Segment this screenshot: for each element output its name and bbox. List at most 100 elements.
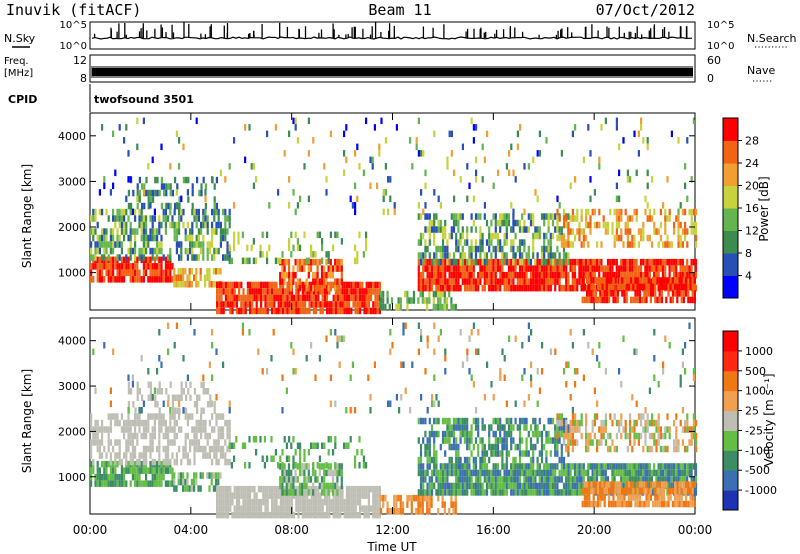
echo-cell [204,426,207,433]
echo-cell [582,278,585,285]
echo-cell [472,258,475,266]
echo-cell [601,494,604,501]
echo-cell [521,226,524,233]
echo-cell [627,500,630,508]
echo-cell [202,234,205,242]
echo-cell [318,482,321,490]
echo-cell [98,439,101,446]
echo-cell [220,294,223,302]
echo-cell [634,296,637,304]
echo-cell [163,189,166,197]
echo-cell [326,498,329,506]
echo-cell [197,208,200,216]
echo-cell [246,492,249,499]
echo-cell [625,283,628,291]
echo-cell [637,130,640,138]
echo-cell [650,469,654,477]
echo-cell [242,505,245,512]
echo-cell [422,252,425,259]
echo-cell [545,137,548,144]
echo-cell [441,245,445,253]
echo-cell [521,278,524,285]
echo-cell [532,469,535,477]
echo-cell [606,265,610,272]
echo-cell [211,228,214,235]
echo-cell [294,271,297,279]
echo-cell [160,419,163,427]
echo-cell [620,463,623,470]
echo-cell [603,283,606,291]
echo-cell [694,469,698,477]
echo-cell [220,511,223,519]
echo-cell [455,265,458,272]
echo-cell [365,485,368,493]
echo-cell [382,290,385,298]
echo-cell [103,176,106,183]
echo-cell [614,481,617,488]
echo-cell [191,228,194,235]
echo-cell [452,252,456,259]
echo-cell [169,276,172,283]
echo-cell [576,489,579,496]
echo-cell [417,437,420,444]
echo-cell [190,485,193,492]
echo-cell [197,228,200,235]
echo-cell [565,258,568,266]
echo-cell [294,476,297,483]
echo-cell [659,234,662,242]
echo-cell [96,439,99,446]
echo-cell [227,301,230,308]
echo-cell [266,251,269,258]
echo-cell [683,476,687,483]
echo-cell [147,467,150,474]
echo-cell [175,458,178,466]
echo-cell [186,234,189,242]
echo-cell [131,276,134,283]
echo-cell [538,258,541,266]
echo-cell [297,307,300,315]
echo-cell [356,301,359,308]
echo-cell [316,271,319,279]
echo-cell [510,278,513,285]
echo-cell [312,301,315,308]
echo-cell [337,294,340,302]
echo-cell [518,239,522,246]
echo-cell [294,208,297,216]
echo-cell [129,247,132,255]
echo-cell [367,301,370,308]
echo-cell [260,498,263,506]
echo-cell [426,507,429,515]
echo-cell [341,288,344,295]
echo-cell [134,460,137,468]
echo-cell [437,303,440,311]
echo-cell [560,271,563,279]
echo-cell [105,473,108,481]
echo-cell [233,301,236,308]
echo-cell [426,278,429,285]
echo-cell [266,130,269,138]
echo-cell [549,469,552,477]
echo-cell [257,498,260,506]
echo-cell [470,489,473,496]
echo-cell [499,482,502,490]
echo-cell [227,492,230,499]
echo-cell [549,278,552,285]
echo-cell [459,424,462,431]
echo-cell [129,426,132,433]
echo-cell [190,281,193,288]
echo-cell [182,452,185,459]
echo-cell [481,239,484,246]
echo-cell [525,278,528,285]
echo-cell [450,265,453,272]
echo-cell [437,226,440,233]
echo-cell [379,297,383,304]
echo-cell [567,271,570,279]
echo-cell [618,234,621,242]
echo-cell [682,481,685,488]
echo-cell [94,439,97,446]
echo-cell [479,437,482,444]
nsky-spikes [93,22,688,38]
echo-cell [499,278,502,285]
echo-cell [597,296,600,304]
echo-cell [284,301,287,308]
